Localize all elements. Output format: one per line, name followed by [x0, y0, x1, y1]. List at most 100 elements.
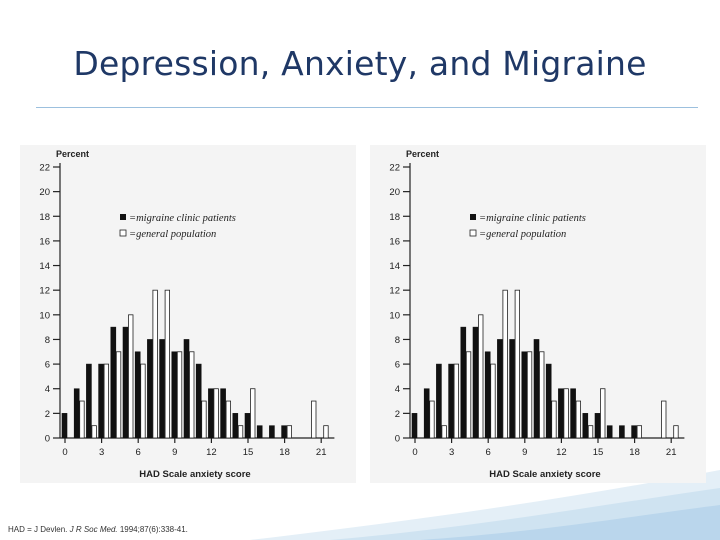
- legend-label-general: =general population: [129, 229, 216, 240]
- y-tick-label: 18: [39, 212, 50, 223]
- bar-general: [551, 400, 557, 439]
- legend-swatch-migraine: [470, 214, 476, 220]
- bar-general: [587, 425, 594, 439]
- bar-migraine: [472, 326, 479, 439]
- bar-general: [636, 425, 643, 439]
- x-tick-label: 0: [62, 447, 67, 458]
- bar-migraine: [98, 363, 104, 439]
- bar-general: [140, 363, 146, 439]
- citation-prefix: HAD =: [8, 525, 35, 534]
- bar-migraine: [497, 339, 503, 439]
- bar-migraine: [61, 413, 68, 439]
- y-axis-title: Percent: [56, 149, 89, 159]
- bar-general: [465, 351, 472, 439]
- bar-migraine: [533, 339, 540, 439]
- bar-general: [152, 289, 158, 439]
- bar-migraine: [281, 425, 287, 439]
- bar-migraine: [570, 388, 576, 439]
- bar-general: [502, 289, 508, 439]
- bar-general: [189, 351, 195, 439]
- bar-general: [201, 400, 207, 439]
- bar-general: [250, 388, 256, 439]
- bar-migraine: [73, 388, 80, 439]
- bar-migraine: [159, 339, 165, 439]
- bar-general: [213, 388, 219, 439]
- bar-migraine: [110, 326, 117, 439]
- bar-general: [225, 400, 232, 439]
- y-tick-label: 20: [39, 187, 50, 198]
- y-tick-label: 12: [39, 286, 50, 297]
- bar-migraine: [460, 326, 467, 439]
- y-tick-label: 2: [395, 409, 400, 420]
- legend-swatch-general: [469, 229, 477, 237]
- x-tick-label: 3: [99, 447, 104, 458]
- bar-general: [103, 363, 109, 439]
- bar-general: [164, 289, 171, 439]
- bar-migraine: [558, 388, 564, 439]
- bar-migraine: [147, 339, 153, 439]
- x-tick-label: 18: [279, 447, 290, 458]
- y-tick-label: 10: [389, 310, 400, 321]
- bar-migraine: [183, 339, 190, 439]
- bar-migraine: [423, 388, 430, 439]
- x-tick-label: 18: [629, 447, 640, 458]
- citation-author: J Devlen.: [34, 525, 70, 534]
- y-tick-label: 4: [45, 384, 50, 395]
- x-tick-label: 3: [449, 447, 454, 458]
- x-tick-label: 15: [243, 447, 254, 458]
- bar-migraine: [134, 351, 141, 439]
- bar-general: [539, 351, 545, 439]
- bar-general: [91, 425, 97, 439]
- x-tick-label: 9: [172, 447, 177, 458]
- bar-migraine: [619, 425, 625, 439]
- x-tick-label: 9: [522, 447, 527, 458]
- bar-general: [441, 425, 447, 439]
- bar-general: [526, 351, 533, 439]
- y-tick-label: 14: [389, 261, 400, 272]
- bar-migraine: [122, 326, 129, 439]
- bar-migraine: [509, 339, 515, 439]
- bar-general: [453, 363, 459, 439]
- citation: HAD = J Devlen. J R Soc Med. 1994;87(6):…: [8, 525, 188, 534]
- y-tick-label: 18: [389, 212, 400, 223]
- bar-migraine: [411, 413, 418, 439]
- y-tick-label: 22: [389, 163, 400, 174]
- y-tick-label: 6: [395, 360, 400, 371]
- bar-general: [323, 425, 329, 439]
- legend-swatch-general: [119, 229, 127, 237]
- bar-general: [128, 314, 134, 439]
- x-tick-label: 21: [666, 447, 677, 458]
- bar-migraine: [232, 413, 239, 439]
- bar-general: [514, 289, 521, 439]
- chart-panel-left: 0 2 4 6 8 10 12 14 16 18 20 22 0 3 6 9 12 15 18 21 Percent HA…: [20, 145, 356, 483]
- y-tick-label: 16: [39, 236, 50, 247]
- bar-general: [661, 400, 667, 439]
- x-tick-label: 6: [486, 447, 491, 458]
- x-axis-title: HAD Scale anxiety score: [489, 469, 600, 480]
- y-axis-title: Percent: [406, 149, 439, 159]
- bar-migraine: [171, 351, 178, 439]
- y-tick-label: 4: [395, 384, 400, 395]
- y-tick-label: 2: [45, 409, 50, 420]
- y-tick-label: 14: [39, 261, 50, 272]
- bar-general: [563, 388, 569, 439]
- bar-migraine: [256, 425, 263, 439]
- bar-general: [600, 388, 606, 439]
- bar-migraine: [606, 425, 613, 439]
- x-axis-title: HAD Scale anxiety score: [139, 469, 250, 480]
- bar-migraine: [631, 425, 637, 439]
- x-tick-label: 15: [593, 447, 604, 458]
- anxiety-histogram-left: 0 2 4 6 8 10 12 14 16 18 20 22 0 3 6 9 12 15 18 21 Percent HA…: [39, 149, 335, 480]
- bar-migraine: [436, 363, 442, 439]
- y-tick-label: 6: [45, 360, 50, 371]
- citation-journal: J R Soc Med.: [69, 525, 118, 534]
- bar-general: [79, 400, 85, 439]
- bar-migraine: [220, 388, 226, 439]
- bar-migraine: [545, 363, 552, 439]
- y-tick-label: 0: [45, 434, 50, 445]
- x-tick-label: 21: [316, 447, 327, 458]
- y-tick-label: 10: [39, 310, 50, 321]
- chart-panel-right: 0 2 4 6 8 10 12 14 16 18 20 22 0 3 6 9 12 15 18 21 Percent HA…: [370, 145, 706, 483]
- citation-details: 1994;87(6):338-41.: [117, 525, 188, 534]
- y-tick-label: 0: [395, 434, 400, 445]
